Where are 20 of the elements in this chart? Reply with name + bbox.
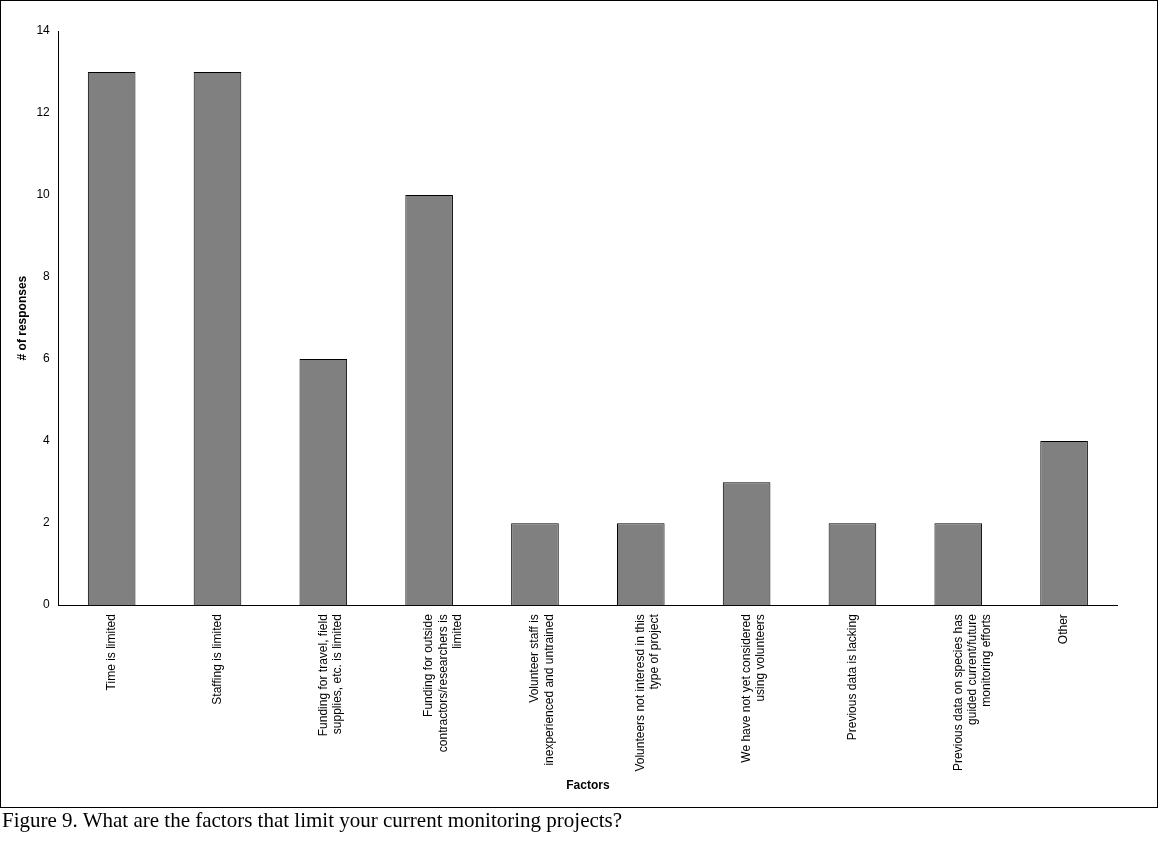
x-tick-label: Previous data on species has guided current/future monitoring efforts xyxy=(950,613,994,771)
x-tick-label: Volunteers not interesd in this type of project xyxy=(633,613,662,772)
y-tick-label: 6 xyxy=(43,351,51,366)
y-axis-title: # of responses xyxy=(14,275,29,361)
x-tick-label: We have not yet considered using volunteers xyxy=(738,614,768,763)
x-tick-label: Previous data is lacking xyxy=(844,614,859,741)
y-tick-label: 12 xyxy=(36,105,51,120)
x-tick-label: Funding for outside contractors/researchers is limited xyxy=(421,613,465,753)
y-tick-label: 0 xyxy=(43,597,51,612)
y-tick-label: 14 xyxy=(36,23,51,38)
x-tick-label: Time is limited xyxy=(103,614,118,691)
y-tick-label: 2 xyxy=(43,515,51,530)
x-tick-label: Other xyxy=(1056,614,1071,645)
x-axis-title: Factors xyxy=(566,778,610,793)
y-tick-label: 10 xyxy=(36,187,51,202)
caption: Figure 9. What are the factors that limit your current monitoring projects? xyxy=(2,808,623,833)
x-tick-label: Funding for travel, field supplies, etc. is limited xyxy=(315,614,345,737)
y-tick-label: 8 xyxy=(43,269,51,284)
y-tick-label: 4 xyxy=(43,433,51,448)
x-tick-label: Staffing is limited xyxy=(209,614,224,705)
